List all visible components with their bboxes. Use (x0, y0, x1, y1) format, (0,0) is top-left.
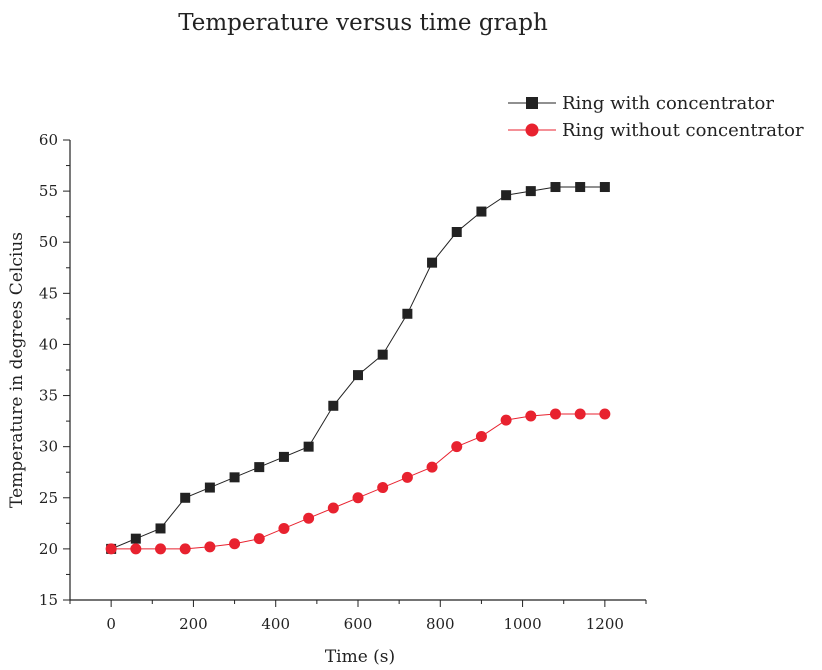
data-point (476, 206, 487, 217)
y-tick-label: 45 (39, 284, 58, 302)
data-point (451, 227, 462, 237)
legend-label: Ring with concentrator (562, 93, 774, 114)
x-tick-label: 600 (344, 615, 373, 633)
data-point (204, 541, 216, 553)
x-tick-label: 800 (426, 615, 455, 633)
chart-title: Temperature versus time graph (178, 10, 548, 36)
data-point (402, 308, 413, 319)
x-tick-label: 400 (261, 615, 290, 633)
data-point (574, 408, 586, 420)
data-point (303, 441, 314, 452)
data-point (105, 543, 117, 555)
data-point (353, 370, 363, 381)
data-point (475, 430, 487, 442)
legend-label: Ring without concentrator (562, 120, 804, 141)
series-2 (105, 408, 611, 555)
data-point (328, 400, 339, 411)
data-point (180, 492, 191, 503)
data-point (253, 533, 265, 545)
data-point (229, 472, 240, 483)
series-layer (105, 182, 611, 555)
x-tick-label: 1000 (503, 615, 541, 633)
data-point (155, 543, 167, 555)
data-point (155, 523, 166, 534)
x-tick-label: 200 (179, 615, 208, 633)
data-point (426, 461, 438, 473)
data-point (352, 492, 364, 504)
data-point (377, 482, 389, 494)
data-point (204, 482, 215, 493)
data-point (327, 502, 339, 514)
data-point (550, 182, 561, 193)
y-tick-label: 30 (39, 438, 58, 456)
legend: Ring with concentrator Ring without conce… (508, 93, 804, 141)
data-point (599, 408, 611, 420)
data-point (575, 182, 586, 193)
y-tick-label: 25 (39, 489, 58, 507)
data-point (303, 512, 315, 524)
data-point (278, 522, 290, 534)
data-point (278, 451, 289, 462)
data-point (254, 462, 265, 473)
x-tick-label: 1200 (586, 615, 624, 633)
data-point (451, 441, 463, 453)
y-tick-label: 50 (39, 233, 58, 251)
data-point (500, 414, 512, 426)
data-point (525, 410, 537, 422)
y-tick-label: 20 (39, 540, 58, 558)
data-point (401, 471, 413, 483)
data-point (501, 190, 512, 201)
legend-item: Ring without concentrator (508, 120, 804, 141)
data-point (549, 408, 561, 420)
legend-marker (525, 123, 539, 137)
data-point (130, 543, 142, 555)
data-point (229, 538, 241, 550)
legend-item: Ring with concentrator (508, 93, 774, 114)
x-axis-label: Time (s) (325, 647, 395, 667)
data-point (525, 186, 536, 197)
data-point (599, 182, 610, 193)
y-tick-label: 60 (39, 131, 58, 149)
data-point (130, 533, 141, 544)
y-tick-label: 15 (39, 591, 58, 609)
series-line (111, 413, 605, 550)
data-point (377, 349, 388, 360)
legend-marker (526, 97, 538, 109)
y-axis-label: Temperature in degrees Celcius (7, 232, 27, 508)
y-tick-label: 55 (39, 182, 58, 200)
y-tick-label: 35 (39, 387, 58, 405)
y-tick-label: 40 (39, 335, 58, 353)
data-point (179, 543, 191, 555)
x-tick-label: 0 (106, 615, 116, 633)
axes: 0 200 400 600 800 1000 1200 15 20 25 30 35 40 45 50 55 6… (39, 131, 647, 633)
data-point (427, 257, 438, 268)
